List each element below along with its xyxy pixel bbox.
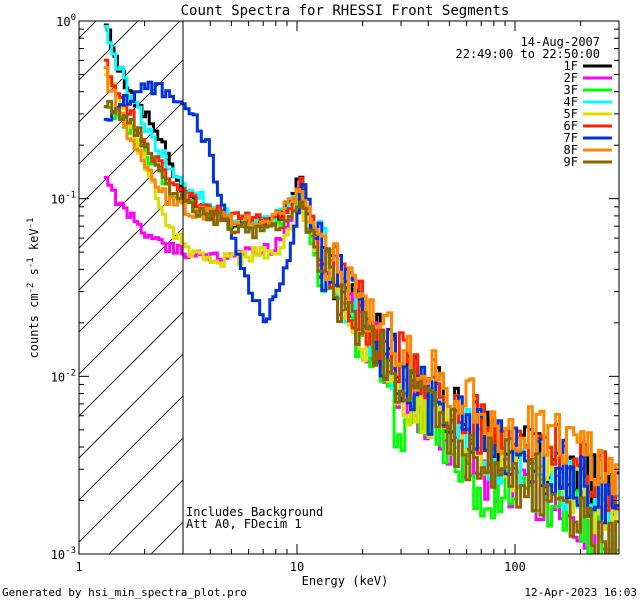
legend-label-9F: 9F (564, 155, 578, 169)
series-layer (103, 23, 619, 554)
legend-label-4F: 4F (564, 95, 578, 109)
y-tick-label: 100 (56, 13, 76, 29)
hatch-line (79, 437, 184, 543)
annotation-background: Includes Background (186, 505, 323, 519)
background-hatched-region (79, 21, 184, 554)
y-tick-label: 10-2 (51, 368, 76, 384)
hatch-line (79, 21, 181, 123)
generated-by-label: Generated by hsi_min_spectra_plot.pro (2, 586, 247, 599)
y-tick-label: 10-3 (51, 546, 76, 562)
hatch-line (79, 21, 139, 81)
x-tick-label: 100 (504, 560, 526, 574)
y-axis-label: counts cm-2 s-1 keV-1 (26, 218, 41, 359)
hatch-line (79, 227, 184, 333)
series-line-9F (103, 99, 619, 554)
axes: 1 10 100 100 10-1 10-2 10-3 (51, 13, 620, 574)
legend-label-3F: 3F (564, 83, 578, 97)
chart-title: Count Spectra for RHESSI Front Segments (181, 3, 510, 19)
annotation-attenuator: Att A0, FDecim 1 (186, 517, 302, 531)
y-tick-label: 10-1 (51, 191, 76, 207)
legend-label-2F: 2F (564, 71, 578, 85)
time-range-label: 22:49:00 to 22:50:00 (456, 47, 601, 61)
legend-label-6F: 6F (564, 119, 578, 133)
date-label: 14-Aug-2007 (521, 35, 600, 49)
x-tick-label: 10 (290, 560, 304, 574)
legend-label-1F: 1F (564, 59, 578, 73)
x-tick-label: 1 (75, 560, 82, 574)
hatch-line (79, 185, 184, 291)
timestamp-label: 12-Apr-2023 16:03 (524, 586, 637, 599)
hatch-line (79, 353, 184, 459)
hatch-line (79, 395, 184, 501)
legend-label-8F: 8F (564, 143, 578, 157)
legend-label-7F: 7F (564, 131, 578, 145)
x-axis-label: Energy (keV) (302, 574, 389, 588)
legend-label-5F: 5F (564, 107, 578, 121)
plot-frame (78, 20, 620, 555)
